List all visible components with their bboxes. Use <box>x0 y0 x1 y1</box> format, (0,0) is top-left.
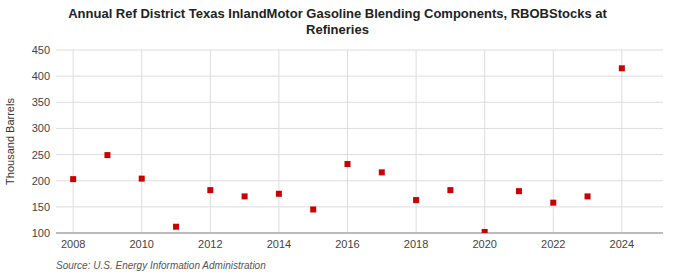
point <box>516 188 522 194</box>
point <box>482 229 488 233</box>
y-tick-label: 150 <box>32 201 50 213</box>
x-tick-label: 2012 <box>198 238 222 250</box>
point <box>310 206 316 212</box>
title-line: Annual Ref District Texas InlandMotor Ga… <box>68 6 607 21</box>
y-tick-label: 200 <box>32 175 50 187</box>
x-grid-line <box>73 50 74 233</box>
chart: Annual Ref District Texas InlandMotor Ga… <box>0 0 675 275</box>
y-tick-label: 450 <box>32 44 50 56</box>
grid <box>56 50 663 233</box>
x-tick-label: 2014 <box>267 238 291 250</box>
y-grid-line <box>56 128 663 129</box>
x-grid-line <box>210 50 211 233</box>
y-grid-line <box>56 154 663 155</box>
point <box>242 193 248 199</box>
title: Annual Ref District Texas InlandMotor Ga… <box>68 6 607 37</box>
y-grid-line <box>56 102 663 103</box>
x-axis-line <box>56 233 663 234</box>
x-tick-label: 2018 <box>404 238 428 250</box>
x-tick-label: 2008 <box>61 238 85 250</box>
y-grid-line <box>56 50 663 51</box>
x-tick-label: 2010 <box>129 238 153 250</box>
title-line: Refineries <box>306 22 369 37</box>
y-tick-label: 250 <box>32 149 50 161</box>
x-tick-label: 2022 <box>541 238 565 250</box>
x-tick-label: 2020 <box>472 238 496 250</box>
y-grid-line <box>56 206 663 207</box>
ticks: 100 150 200 250 300 350 400 450 2008 2010 2012 2014… <box>32 44 634 250</box>
x-grid-line <box>347 50 348 233</box>
y-tick-label: 400 <box>32 70 50 82</box>
point <box>619 65 625 71</box>
point <box>379 169 385 175</box>
points <box>70 65 625 233</box>
y-grid-line <box>56 76 663 77</box>
y-tick-label: 350 <box>32 96 50 108</box>
point <box>70 176 76 182</box>
y-tick-label: 300 <box>32 122 50 134</box>
y-grid-line <box>56 233 663 234</box>
x-grid-line <box>416 50 417 233</box>
source: Source: U.S. Energy Information Administ… <box>56 260 266 271</box>
point <box>585 193 591 199</box>
x-tick-label: 2024 <box>610 238 634 250</box>
point <box>447 187 453 193</box>
x-grid-line <box>484 50 485 233</box>
y-axis-label: Thousand Barrels <box>4 98 16 185</box>
y-grid-line <box>56 180 663 181</box>
point <box>344 161 350 167</box>
point <box>413 197 419 203</box>
point <box>104 152 110 158</box>
x-tick-label: 2016 <box>335 238 359 250</box>
x-grid-line <box>621 50 622 233</box>
point <box>550 200 556 206</box>
y-tick-label: 100 <box>32 227 50 239</box>
point <box>139 176 145 182</box>
point <box>276 191 282 197</box>
point <box>207 187 213 193</box>
point <box>173 224 179 230</box>
x-grid-line <box>141 50 142 233</box>
x-grid-line <box>278 50 279 233</box>
